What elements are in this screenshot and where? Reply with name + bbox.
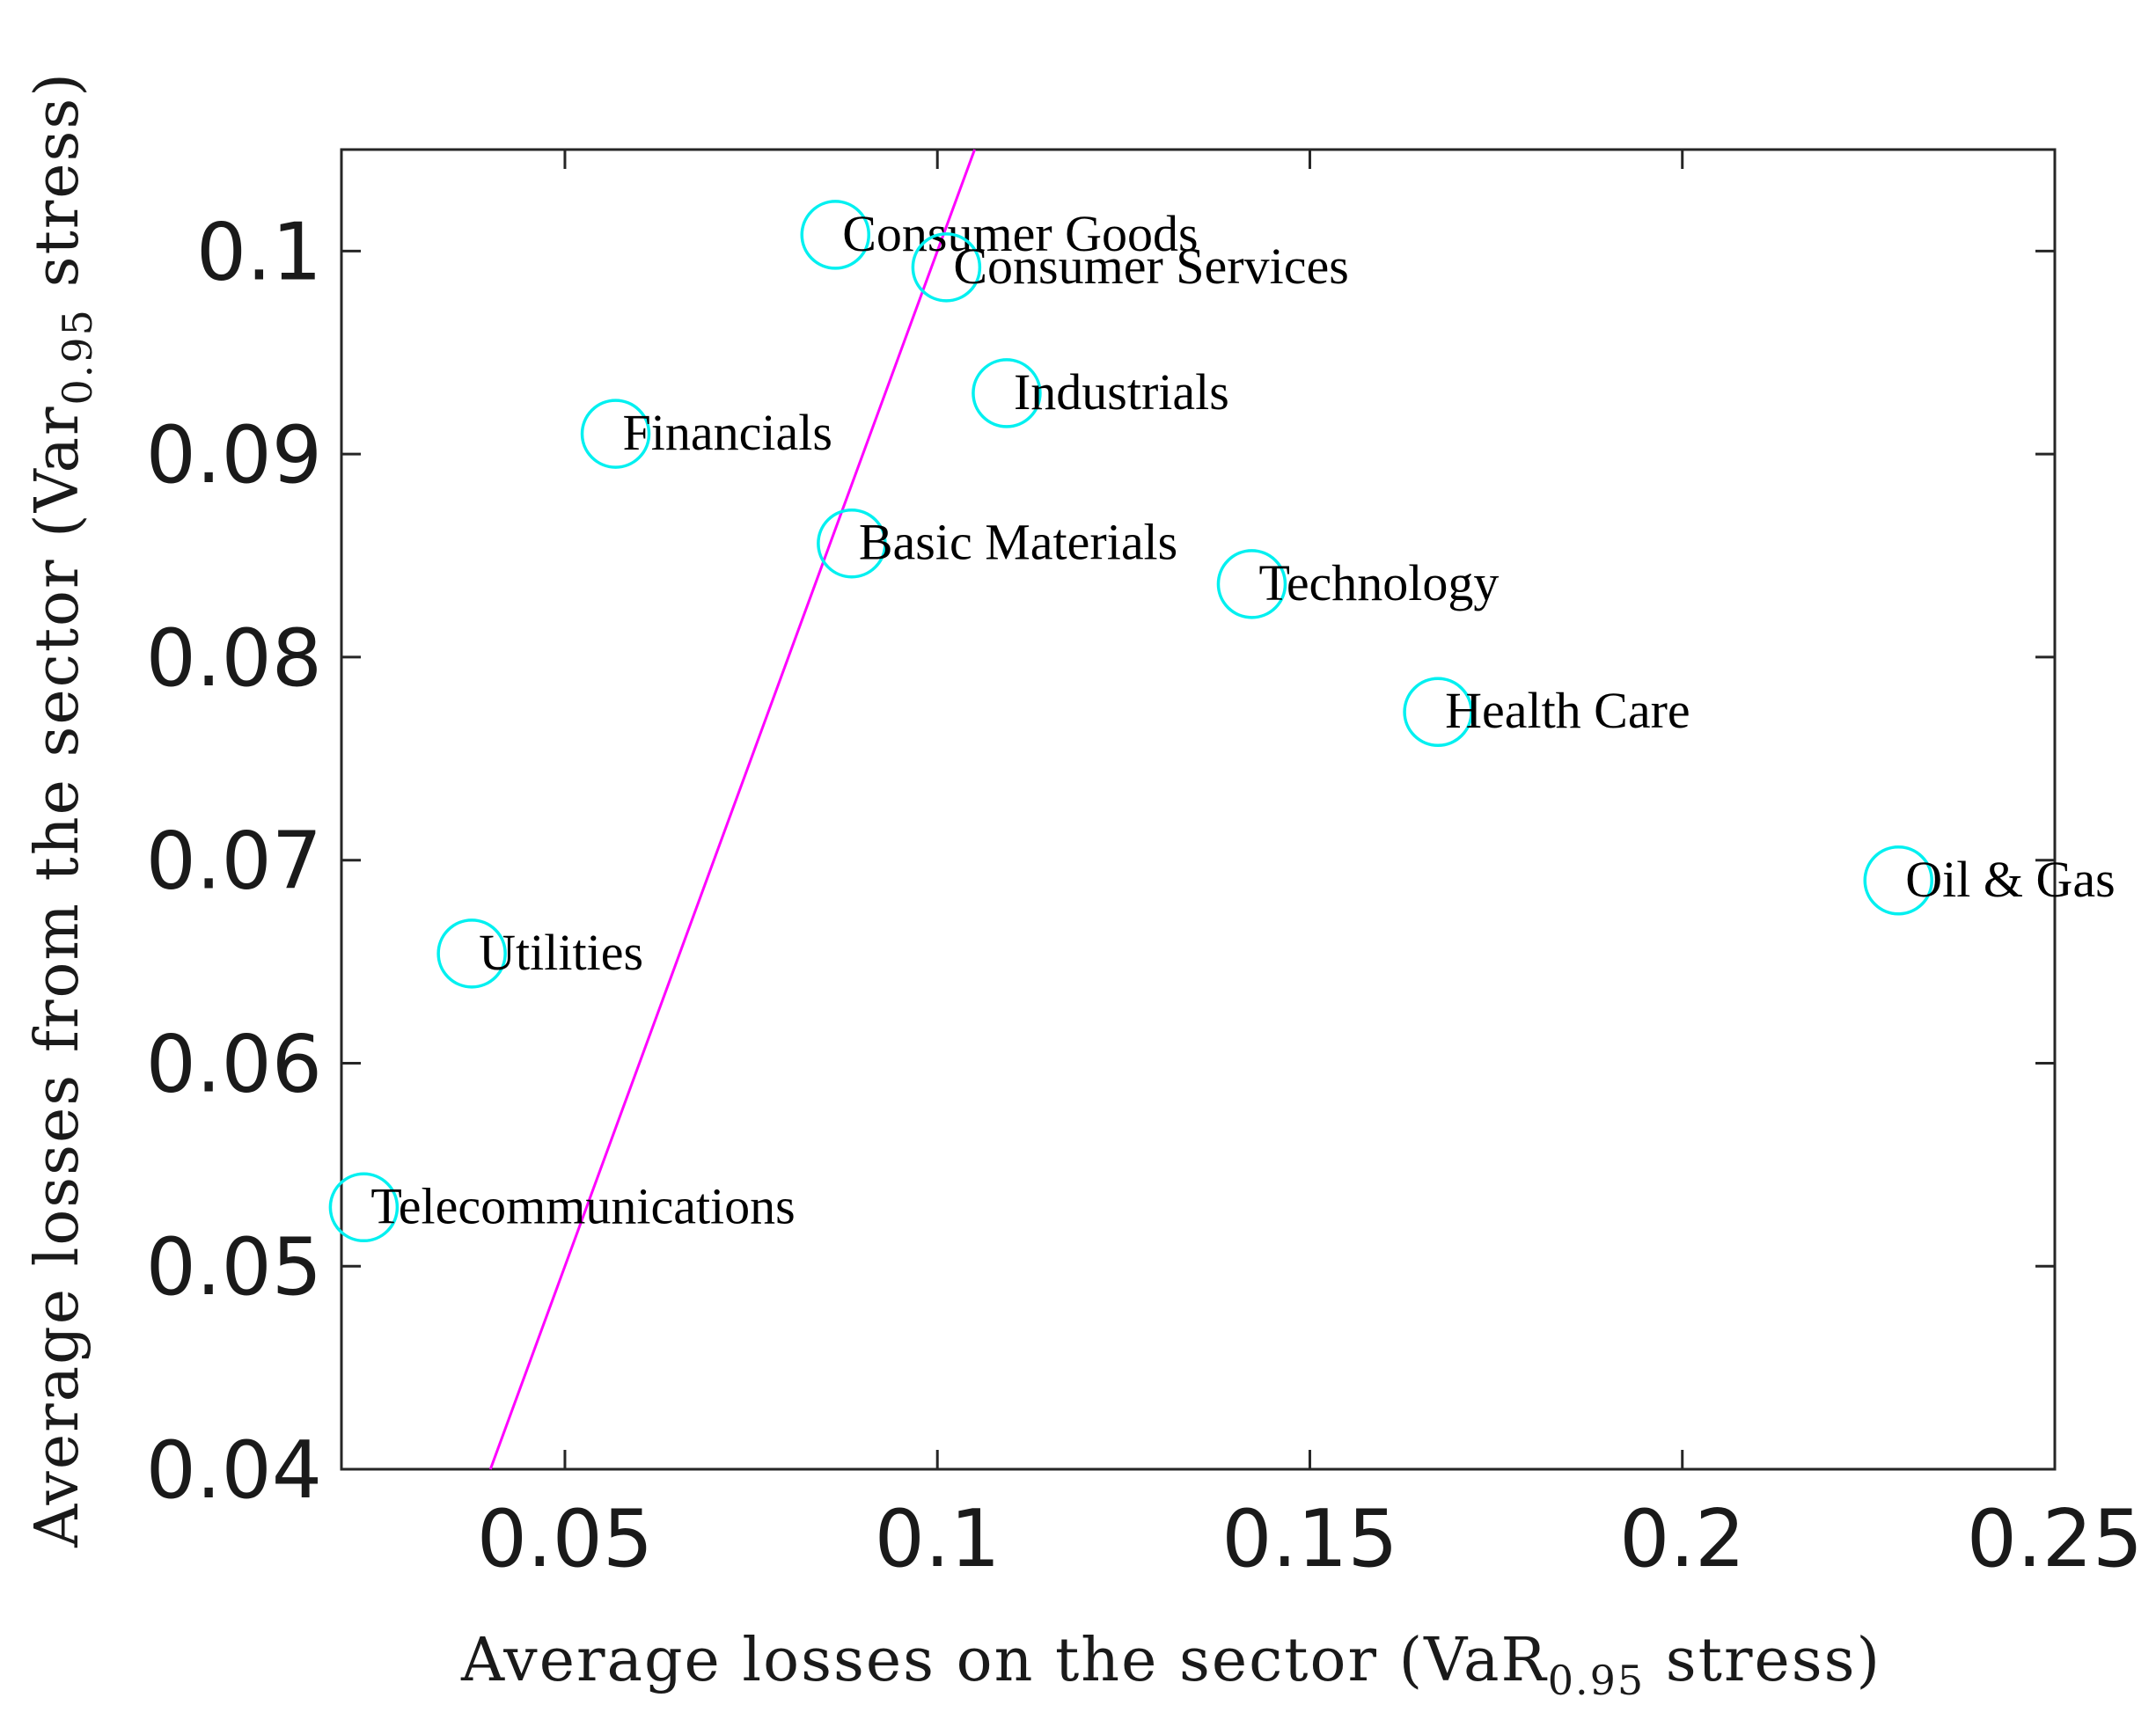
x-tick-label: 0.15 — [1221, 1493, 1397, 1585]
y-tick-label: 0.04 — [146, 1424, 322, 1517]
y-axis-title: Average losses from the sector (Var0.95 … — [23, 71, 101, 1548]
y-tick-labels: 0.04 0.05 0.06 0.07 0.08 0.09 0.1 — [146, 206, 322, 1517]
axis-ticks — [341, 150, 2057, 1471]
y-tick-label: 0.09 — [146, 409, 322, 501]
point-marker — [911, 232, 982, 303]
point-marker — [580, 399, 651, 469]
point-marker — [1216, 549, 1287, 619]
x-axis-title-prefix: Average losses on the sector (VaR — [460, 1626, 1548, 1695]
y-axis-title-prefix: Average losses from the sector (Var — [23, 405, 92, 1548]
point-label: Basic Materials — [859, 514, 1177, 571]
x-axis-title-suffix: stress) — [1645, 1626, 1881, 1695]
point-label: Health Care — [1445, 682, 1690, 739]
point-label: Consumer Goods — [842, 205, 1198, 262]
y-tick-label: 0.07 — [146, 816, 322, 908]
x-tick-label: 0.05 — [477, 1493, 653, 1585]
y-axis-title-subscript: 0.95 — [54, 308, 101, 405]
point-marker — [436, 918, 507, 989]
x-axis-title: Average losses on the sector (VaR0.95 st… — [460, 1626, 1881, 1704]
point-label: Financials — [623, 404, 832, 461]
point-label: Technology — [1258, 554, 1499, 611]
x-tick-labels: 0.05 0.1 0.15 0.2 0.25 — [477, 1493, 2143, 1585]
x-tick-label: 0.2 — [1619, 1493, 1745, 1585]
point-marker — [1863, 845, 1933, 916]
y-tick-label: 0.05 — [146, 1221, 322, 1314]
point-marker — [972, 358, 1042, 428]
reference-line — [488, 149, 976, 1470]
y-axis-title-suffix: stress) — [23, 71, 92, 308]
point-marker — [1403, 677, 1473, 747]
x-tick-label: 0.1 — [875, 1493, 1001, 1585]
point-label: Consumer Services — [953, 238, 1348, 295]
point-marker — [817, 508, 887, 579]
point-marker — [800, 200, 870, 270]
point-label: Utilities — [479, 924, 643, 981]
x-tick-label: 0.25 — [1967, 1493, 2143, 1585]
y-tick-label: 0.08 — [146, 612, 322, 705]
y-tick-label: 0.06 — [146, 1018, 322, 1110]
plot-area — [340, 148, 2057, 1471]
point-label: Industrials — [1014, 363, 1229, 421]
point-label: Oil & Gas — [1905, 851, 2115, 908]
point-marker — [328, 1172, 400, 1243]
point-label: Telecommunications — [370, 1177, 795, 1234]
y-tick-label: 0.1 — [196, 206, 322, 298]
x-axis-title-subscript: 0.95 — [1548, 1657, 1645, 1704]
reference-line-layer — [488, 149, 976, 1470]
